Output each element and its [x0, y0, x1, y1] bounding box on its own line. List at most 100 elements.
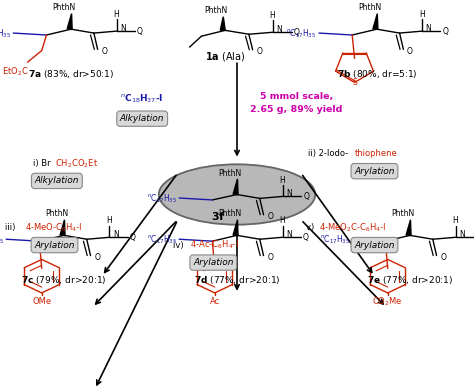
Text: Q: Q	[303, 192, 309, 201]
Ellipse shape	[159, 165, 315, 224]
Text: 4-Ac-C$_6$H$_4$-I: 4-Ac-C$_6$H$_4$-I	[190, 239, 238, 251]
Text: Arylation: Arylation	[193, 258, 234, 267]
Text: PhthN: PhthN	[391, 209, 415, 219]
Text: PhthN: PhthN	[45, 209, 69, 219]
Text: O: O	[440, 253, 446, 262]
Text: i) Br: i) Br	[33, 159, 51, 168]
Text: $\mathbf{1a}$ (Ala): $\mathbf{1a}$ (Ala)	[205, 50, 246, 63]
Text: N: N	[286, 230, 292, 239]
Ellipse shape	[160, 165, 314, 224]
Text: PhthN: PhthN	[218, 209, 242, 219]
Text: Ac: Ac	[210, 297, 220, 307]
Text: N: N	[459, 230, 465, 239]
Text: $\mathbf{7e}$ (77%, dr>20:1): $\mathbf{7e}$ (77%, dr>20:1)	[367, 274, 453, 286]
Text: $^n$C$_{17}$H$_{35}$: $^n$C$_{17}$H$_{35}$	[0, 28, 11, 40]
Polygon shape	[67, 14, 72, 30]
Text: H: H	[270, 11, 275, 20]
Text: PhthN: PhthN	[52, 3, 76, 12]
Text: H: H	[280, 175, 285, 185]
Text: Alkylation: Alkylation	[120, 114, 164, 123]
Text: 4-MeO-C$_6$H$_4$-I: 4-MeO-C$_6$H$_4$-I	[25, 221, 82, 234]
Polygon shape	[220, 17, 225, 30]
Ellipse shape	[159, 165, 315, 224]
Ellipse shape	[159, 165, 315, 224]
Text: O: O	[267, 253, 273, 262]
Ellipse shape	[160, 165, 314, 224]
Text: EtO$_2$C: EtO$_2$C	[2, 66, 29, 78]
Ellipse shape	[159, 165, 315, 224]
Text: $\mathbf{7b}$ (80%, dr=5:1): $\mathbf{7b}$ (80%, dr=5:1)	[337, 68, 417, 80]
Text: Q: Q	[302, 233, 308, 242]
Text: O: O	[407, 47, 413, 56]
Ellipse shape	[159, 165, 315, 225]
Ellipse shape	[160, 165, 314, 224]
Text: iii): iii)	[5, 223, 18, 232]
Ellipse shape	[160, 165, 314, 224]
Ellipse shape	[159, 165, 315, 224]
Text: $^n$C$_{17}$H$_{35}$: $^n$C$_{17}$H$_{35}$	[286, 28, 317, 40]
Ellipse shape	[159, 165, 315, 224]
Text: $^n$C$_{18}$H$_{37}$-I: $^n$C$_{18}$H$_{37}$-I	[120, 93, 164, 105]
Text: Q: Q	[137, 26, 142, 36]
Text: Q: Q	[442, 26, 448, 36]
Text: $\mathbf{3f}$: $\mathbf{3f}$	[210, 210, 226, 222]
Ellipse shape	[159, 165, 315, 224]
Ellipse shape	[160, 165, 314, 224]
Text: PhthN: PhthN	[218, 168, 242, 178]
Text: Q: Q	[293, 28, 299, 37]
Polygon shape	[60, 220, 65, 236]
Text: $^n$C$_{17}$H$_{35}$: $^n$C$_{17}$H$_{35}$	[146, 234, 177, 246]
Text: Alkylation: Alkylation	[35, 176, 79, 186]
Text: O: O	[94, 253, 100, 262]
Text: ii) 2-Iodo-: ii) 2-Iodo-	[308, 149, 348, 158]
Polygon shape	[406, 220, 411, 236]
Text: H: H	[453, 216, 458, 226]
Text: Arylation: Arylation	[354, 240, 395, 250]
Text: Arylation: Arylation	[34, 240, 75, 250]
Ellipse shape	[160, 165, 314, 224]
Text: S: S	[352, 78, 357, 88]
Text: H: H	[107, 216, 112, 226]
Ellipse shape	[160, 165, 314, 224]
Text: N: N	[120, 24, 126, 33]
Text: thiophene: thiophene	[355, 149, 397, 158]
Text: OMe: OMe	[32, 297, 51, 307]
Text: Arylation: Arylation	[354, 166, 395, 176]
Text: N: N	[426, 24, 431, 33]
Text: H: H	[419, 10, 425, 19]
Text: O: O	[267, 212, 273, 221]
Ellipse shape	[160, 165, 314, 224]
Text: $^n$C$_{17}$H$_{35}$: $^n$C$_{17}$H$_{35}$	[0, 234, 4, 246]
Text: $\mathbf{7c}$ (79%, dr>20:1): $\mathbf{7c}$ (79%, dr>20:1)	[21, 274, 107, 286]
Polygon shape	[233, 220, 238, 236]
Ellipse shape	[160, 165, 314, 224]
Ellipse shape	[160, 165, 314, 224]
Ellipse shape	[159, 165, 315, 224]
Text: $^n$C$_{17}$H$_{35}$: $^n$C$_{17}$H$_{35}$	[319, 234, 350, 246]
Text: PhthN: PhthN	[358, 3, 382, 12]
Text: 4-MeO$_2$C-C$_6$H$_4$-I: 4-MeO$_2$C-C$_6$H$_4$-I	[319, 221, 386, 234]
Text: $^n$C$_{17}$H$_{35}$: $^n$C$_{17}$H$_{35}$	[146, 193, 177, 205]
Ellipse shape	[160, 165, 314, 224]
Ellipse shape	[159, 165, 315, 224]
Ellipse shape	[160, 165, 314, 224]
Text: 5 mmol scale,
2.65 g, 89% yield: 5 mmol scale, 2.65 g, 89% yield	[250, 92, 342, 114]
Text: CO$_2$Me: CO$_2$Me	[373, 296, 403, 308]
Polygon shape	[233, 179, 238, 195]
Text: CH$_2$CO$_2$Et: CH$_2$CO$_2$Et	[55, 157, 98, 170]
Text: N: N	[276, 25, 282, 34]
Text: N: N	[286, 189, 292, 198]
Text: N: N	[113, 230, 118, 239]
Ellipse shape	[159, 165, 315, 224]
Text: iv): iv)	[173, 240, 186, 250]
Text: H: H	[280, 216, 285, 226]
Text: O: O	[256, 47, 262, 56]
Text: $\mathbf{7d}$ (77%, dr>20:1): $\mathbf{7d}$ (77%, dr>20:1)	[194, 274, 280, 286]
Text: Q: Q	[129, 233, 135, 242]
Text: O: O	[101, 47, 107, 56]
Ellipse shape	[160, 165, 314, 224]
Text: H: H	[114, 10, 119, 19]
Text: PhthN: PhthN	[204, 6, 228, 16]
Polygon shape	[373, 14, 378, 30]
Ellipse shape	[160, 166, 314, 223]
